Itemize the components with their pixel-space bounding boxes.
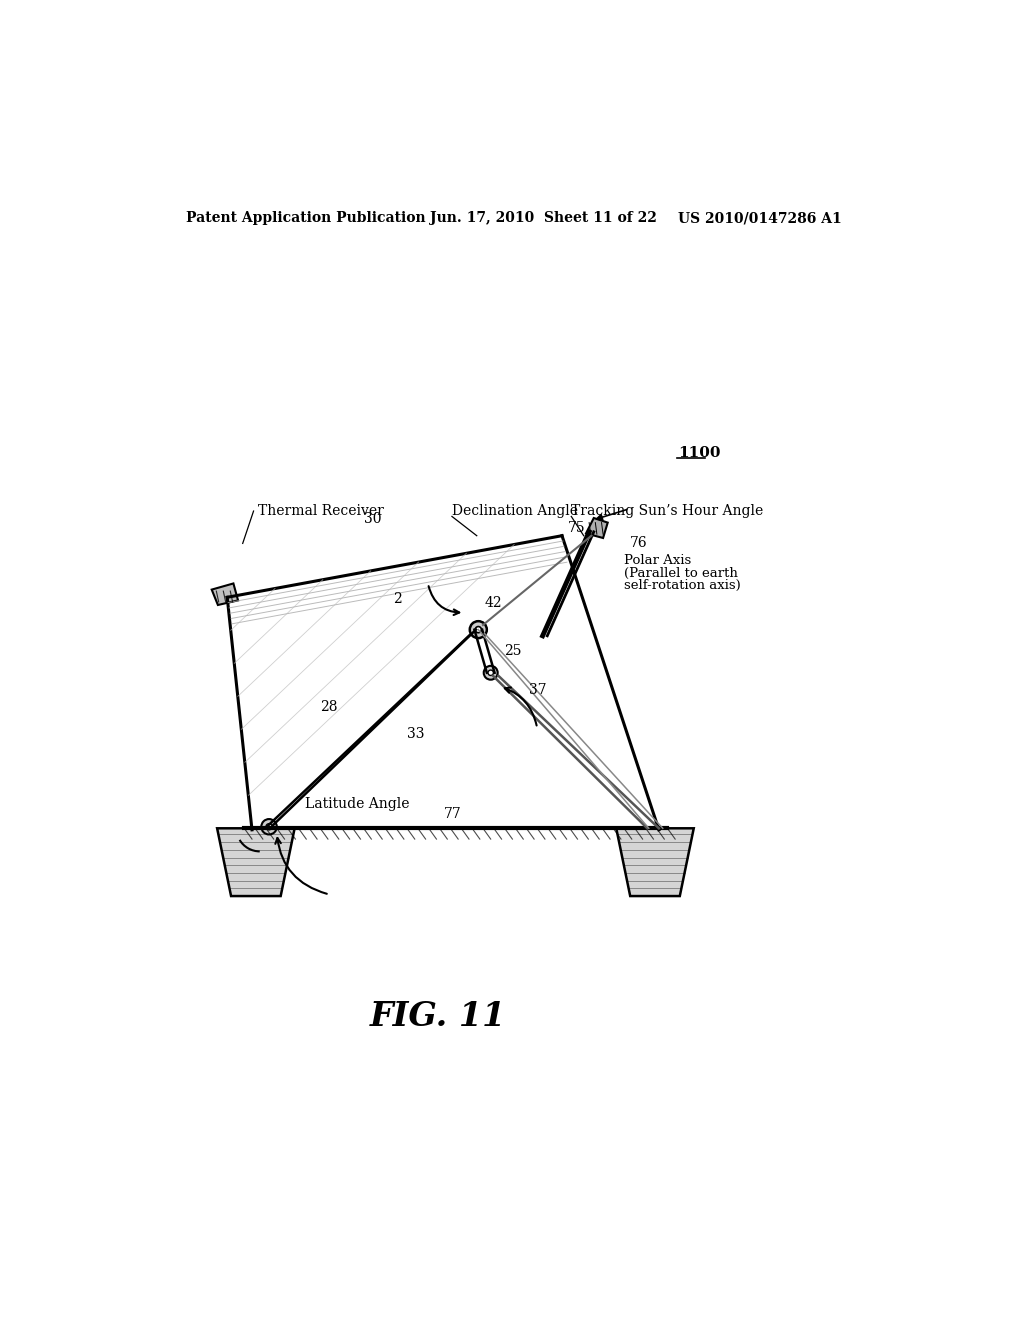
Circle shape — [261, 818, 276, 834]
Text: FIG. 11: FIG. 11 — [370, 1001, 506, 1034]
Text: 33: 33 — [407, 727, 425, 742]
Text: 25: 25 — [504, 644, 521, 659]
Circle shape — [475, 627, 481, 632]
Text: 42: 42 — [484, 597, 502, 610]
Circle shape — [488, 671, 494, 676]
Text: Tracking Sun’s Hour Angle: Tracking Sun’s Hour Angle — [571, 504, 764, 517]
Text: 37: 37 — [529, 682, 547, 697]
Text: 75: 75 — [568, 521, 586, 535]
Text: 77: 77 — [444, 808, 462, 821]
Circle shape — [266, 824, 272, 830]
Text: 76: 76 — [630, 536, 648, 550]
Text: 1100: 1100 — [678, 446, 721, 459]
Text: 30: 30 — [365, 512, 382, 525]
Text: (Parallel to earth: (Parallel to earth — [624, 566, 738, 579]
Text: 2: 2 — [393, 591, 401, 606]
Polygon shape — [616, 829, 693, 896]
Text: US 2010/0147286 A1: US 2010/0147286 A1 — [678, 211, 842, 226]
Polygon shape — [212, 583, 238, 605]
Polygon shape — [217, 829, 295, 896]
Circle shape — [470, 622, 486, 638]
Polygon shape — [586, 517, 607, 539]
Circle shape — [483, 665, 498, 680]
Text: 28: 28 — [321, 700, 338, 714]
Text: self-rotation axis): self-rotation axis) — [624, 578, 740, 591]
Text: Thermal Receiver: Thermal Receiver — [258, 504, 384, 517]
Text: Patent Application Publication: Patent Application Publication — [186, 211, 426, 226]
Text: Jun. 17, 2010  Sheet 11 of 22: Jun. 17, 2010 Sheet 11 of 22 — [430, 211, 657, 226]
Text: Declination Angle: Declination Angle — [452, 504, 578, 517]
Text: Latitude Angle: Latitude Angle — [305, 797, 410, 810]
Text: Polar Axis: Polar Axis — [624, 554, 691, 568]
